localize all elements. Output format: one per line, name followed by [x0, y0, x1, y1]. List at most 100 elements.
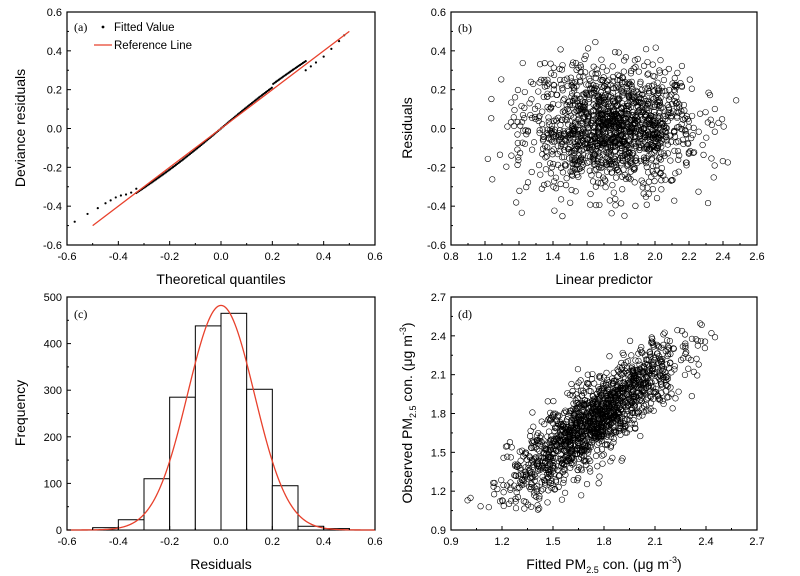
residual-point	[649, 127, 656, 134]
observed-fitted-point	[640, 381, 647, 388]
residual-point	[612, 103, 619, 110]
panel-b-ylabel: Residuals	[399, 97, 415, 158]
residual-point	[625, 118, 632, 126]
observed-fitted-point	[642, 401, 649, 408]
residual-point	[640, 133, 647, 140]
x-tick-label: 2.7	[749, 536, 764, 548]
residual-point	[643, 46, 650, 53]
observed-fitted-point	[520, 498, 527, 505]
residual-point	[686, 76, 693, 83]
observed-fitted-point	[593, 408, 600, 415]
observed-fitted-point	[526, 433, 534, 440]
fitted-value-point	[86, 212, 89, 216]
observed-fitted-point	[559, 469, 566, 476]
residual-point	[651, 131, 658, 138]
residual-point	[569, 172, 576, 179]
observed-fitted-point	[565, 413, 572, 420]
observed-fitted-point	[599, 414, 606, 421]
observed-fitted-point	[596, 393, 603, 400]
residual-point	[607, 141, 614, 149]
observed-fitted-point	[634, 410, 641, 417]
histogram-bar	[246, 388, 273, 531]
observed-fitted-point	[514, 485, 521, 492]
observed-fitted-point	[539, 473, 546, 480]
observed-fitted-point	[515, 472, 522, 479]
observed-fitted-point	[616, 396, 623, 403]
observed-fitted-point	[650, 407, 657, 414]
residual-point	[655, 155, 663, 162]
residual-point	[611, 155, 618, 162]
observed-fitted-point	[635, 357, 642, 364]
residual-point	[644, 58, 651, 66]
residual-point	[675, 168, 682, 175]
y-tick-label: -0.6	[427, 240, 446, 252]
observed-fitted-point	[555, 434, 562, 441]
observed-fitted-point	[610, 389, 618, 396]
fitted-value-point	[135, 187, 138, 190]
observed-fitted-point	[529, 409, 536, 416]
residual-point	[504, 123, 511, 130]
observed-fitted-point	[517, 467, 524, 474]
observed-fitted-point	[559, 460, 566, 467]
observed-fitted-point	[534, 506, 542, 513]
residual-point	[566, 155, 573, 162]
residual-point	[636, 144, 644, 151]
observed-fitted-point	[528, 483, 535, 491]
observed-fitted-point	[669, 405, 676, 412]
observed-fitted-point	[663, 394, 671, 401]
observed-fitted-point	[628, 420, 635, 427]
residual-point	[569, 59, 577, 66]
residual-point	[653, 162, 660, 169]
residual-point	[681, 107, 688, 114]
residual-point	[514, 118, 521, 126]
observed-fitted-point	[626, 416, 633, 423]
residual-point	[641, 95, 648, 102]
residual-point	[607, 124, 614, 131]
observed-fitted-point	[685, 365, 692, 372]
observed-fitted-point	[621, 402, 628, 409]
observed-fitted-point	[536, 493, 543, 500]
observed-fitted-point	[499, 497, 506, 504]
observed-fitted-point	[534, 502, 541, 509]
observed-fitted-point	[616, 425, 623, 432]
observed-fitted-point	[560, 476, 567, 483]
observed-fitted-point	[621, 422, 629, 429]
y-tick-label: 0.0	[47, 124, 62, 136]
observed-fitted-point	[527, 444, 535, 451]
residual-point	[690, 124, 697, 132]
observed-fitted-point	[652, 365, 659, 372]
residual-point	[592, 70, 599, 78]
observed-fitted-point	[580, 428, 588, 435]
residual-point	[599, 122, 606, 130]
residual-point	[621, 212, 628, 219]
residual-point	[587, 77, 594, 85]
residual-point	[625, 148, 632, 155]
observed-fitted-point	[538, 418, 545, 425]
residual-point	[638, 116, 645, 123]
residual-point	[625, 144, 632, 151]
observed-fitted-point	[602, 404, 609, 411]
x-tick-label: 0.9	[443, 536, 458, 548]
observed-fitted-point	[595, 480, 602, 487]
fitted-value-point	[119, 194, 122, 197]
residual-point	[563, 117, 570, 124]
observed-fitted-point	[545, 416, 552, 423]
histogram-bar	[194, 325, 222, 531]
observed-fitted-point	[606, 353, 613, 360]
residual-point	[590, 63, 597, 70]
observed-fitted-point	[622, 423, 629, 430]
x-tick-label: 2.1	[647, 536, 662, 548]
residual-point	[647, 112, 654, 119]
observed-fitted-point	[635, 350, 642, 357]
observed-fitted-point	[540, 476, 548, 484]
residual-point	[674, 148, 682, 155]
observed-fitted-point	[554, 448, 562, 455]
residual-point	[564, 114, 571, 121]
residual-point	[634, 97, 641, 104]
x-tick-label: 1.5	[545, 536, 560, 548]
residual-point	[604, 86, 612, 93]
observed-fitted-point	[626, 337, 634, 345]
residual-point	[635, 68, 642, 75]
residual-point	[627, 159, 634, 166]
